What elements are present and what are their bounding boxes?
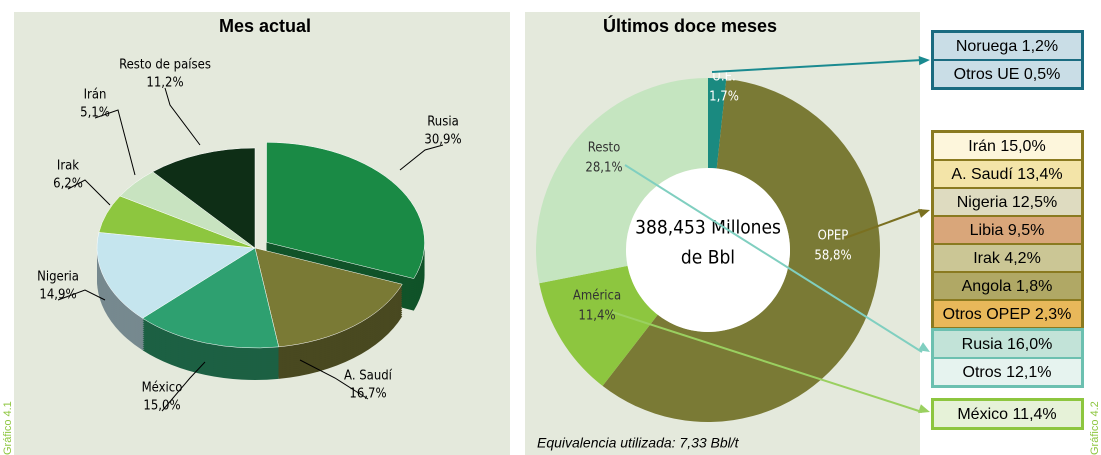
label: Resto de países [119,58,211,73]
connector [611,311,923,413]
box-row [934,301,1081,327]
side-label: Gráfico 4.1 [2,401,14,455]
label: Nigeria [37,270,79,285]
label: Otros 12,1% [963,364,1052,381]
arrowhead [918,209,930,218]
label: Nigeria 12,5% [957,194,1058,211]
connector [624,164,923,353]
arrowhead [918,55,930,66]
leader-line [164,87,201,146]
connector [844,209,923,239]
box-row [934,133,1081,159]
label: 11,4% [578,309,615,324]
box-row [934,33,1081,59]
leader-line [94,109,136,176]
label: A. Saudí [344,369,393,384]
label: Rusia 16,0% [962,336,1053,353]
donut-slice [539,265,658,386]
label: 16,7% [349,387,386,402]
label: 15,0% [143,399,180,414]
leader-line [57,289,106,301]
donut-slice [602,78,881,423]
label: Rusia [427,115,458,130]
leader-line [399,144,444,171]
label: Libia 9,5% [970,222,1045,239]
pie-slice [152,147,256,249]
label: Otros OPEP 2,3% [943,306,1072,323]
box-row [934,245,1081,271]
label: Otros UE 0,5% [954,66,1061,83]
box-row [934,359,1081,385]
pie-slice [96,232,256,319]
chart-title: Últimos doce meses [603,15,777,36]
box-row [934,401,1081,427]
leader-line [299,359,369,400]
label: América [573,289,621,304]
label: 6,2% [53,177,83,192]
panel [14,12,510,455]
label: 28,1% [585,161,622,176]
label: 11,2% [146,76,183,91]
box-row [934,331,1081,357]
box-row [934,217,1081,243]
pie-slice [266,142,425,279]
pie-slice [142,247,280,349]
box-row [934,61,1081,87]
label: Noruega 1,2% [956,38,1058,55]
label: Resto [588,141,621,156]
label: A. Saudí 13,4% [951,166,1062,183]
donut-slice [708,78,727,169]
label: México 11,4% [957,406,1056,423]
label: 1,7% [709,90,739,105]
label: 14,9% [39,288,76,303]
donut-slice [536,78,708,284]
label: México [142,381,183,396]
label: Irán [84,88,107,103]
leader-line [67,179,111,206]
label: OPEP [818,229,849,244]
label: Irán 15,0% [968,138,1045,155]
note: Equivalencia utilizada: 7,33 Bbl/t [537,435,740,451]
connector [711,59,923,73]
box-row [934,189,1081,215]
label: 58,8% [814,249,851,264]
leader-line [161,361,206,412]
label: 5,1% [80,106,110,121]
arrowhead [918,342,930,352]
side-label: Gráfico 4.2 [1089,401,1101,455]
box-row [934,161,1081,187]
label: de Bbl [681,247,735,269]
pie-slice [254,247,403,348]
donut-hole [626,168,790,332]
chart-title: Mes actual [219,16,311,36]
label: 388,453 Millones [635,217,781,239]
arrowhead [918,404,930,414]
label: U.E. [712,70,735,85]
box-row [934,273,1081,299]
label: Angola 1,8% [962,278,1053,295]
label: Irak [57,159,79,174]
label: 30,9% [424,133,461,148]
label: Irak 4,2% [973,250,1041,267]
